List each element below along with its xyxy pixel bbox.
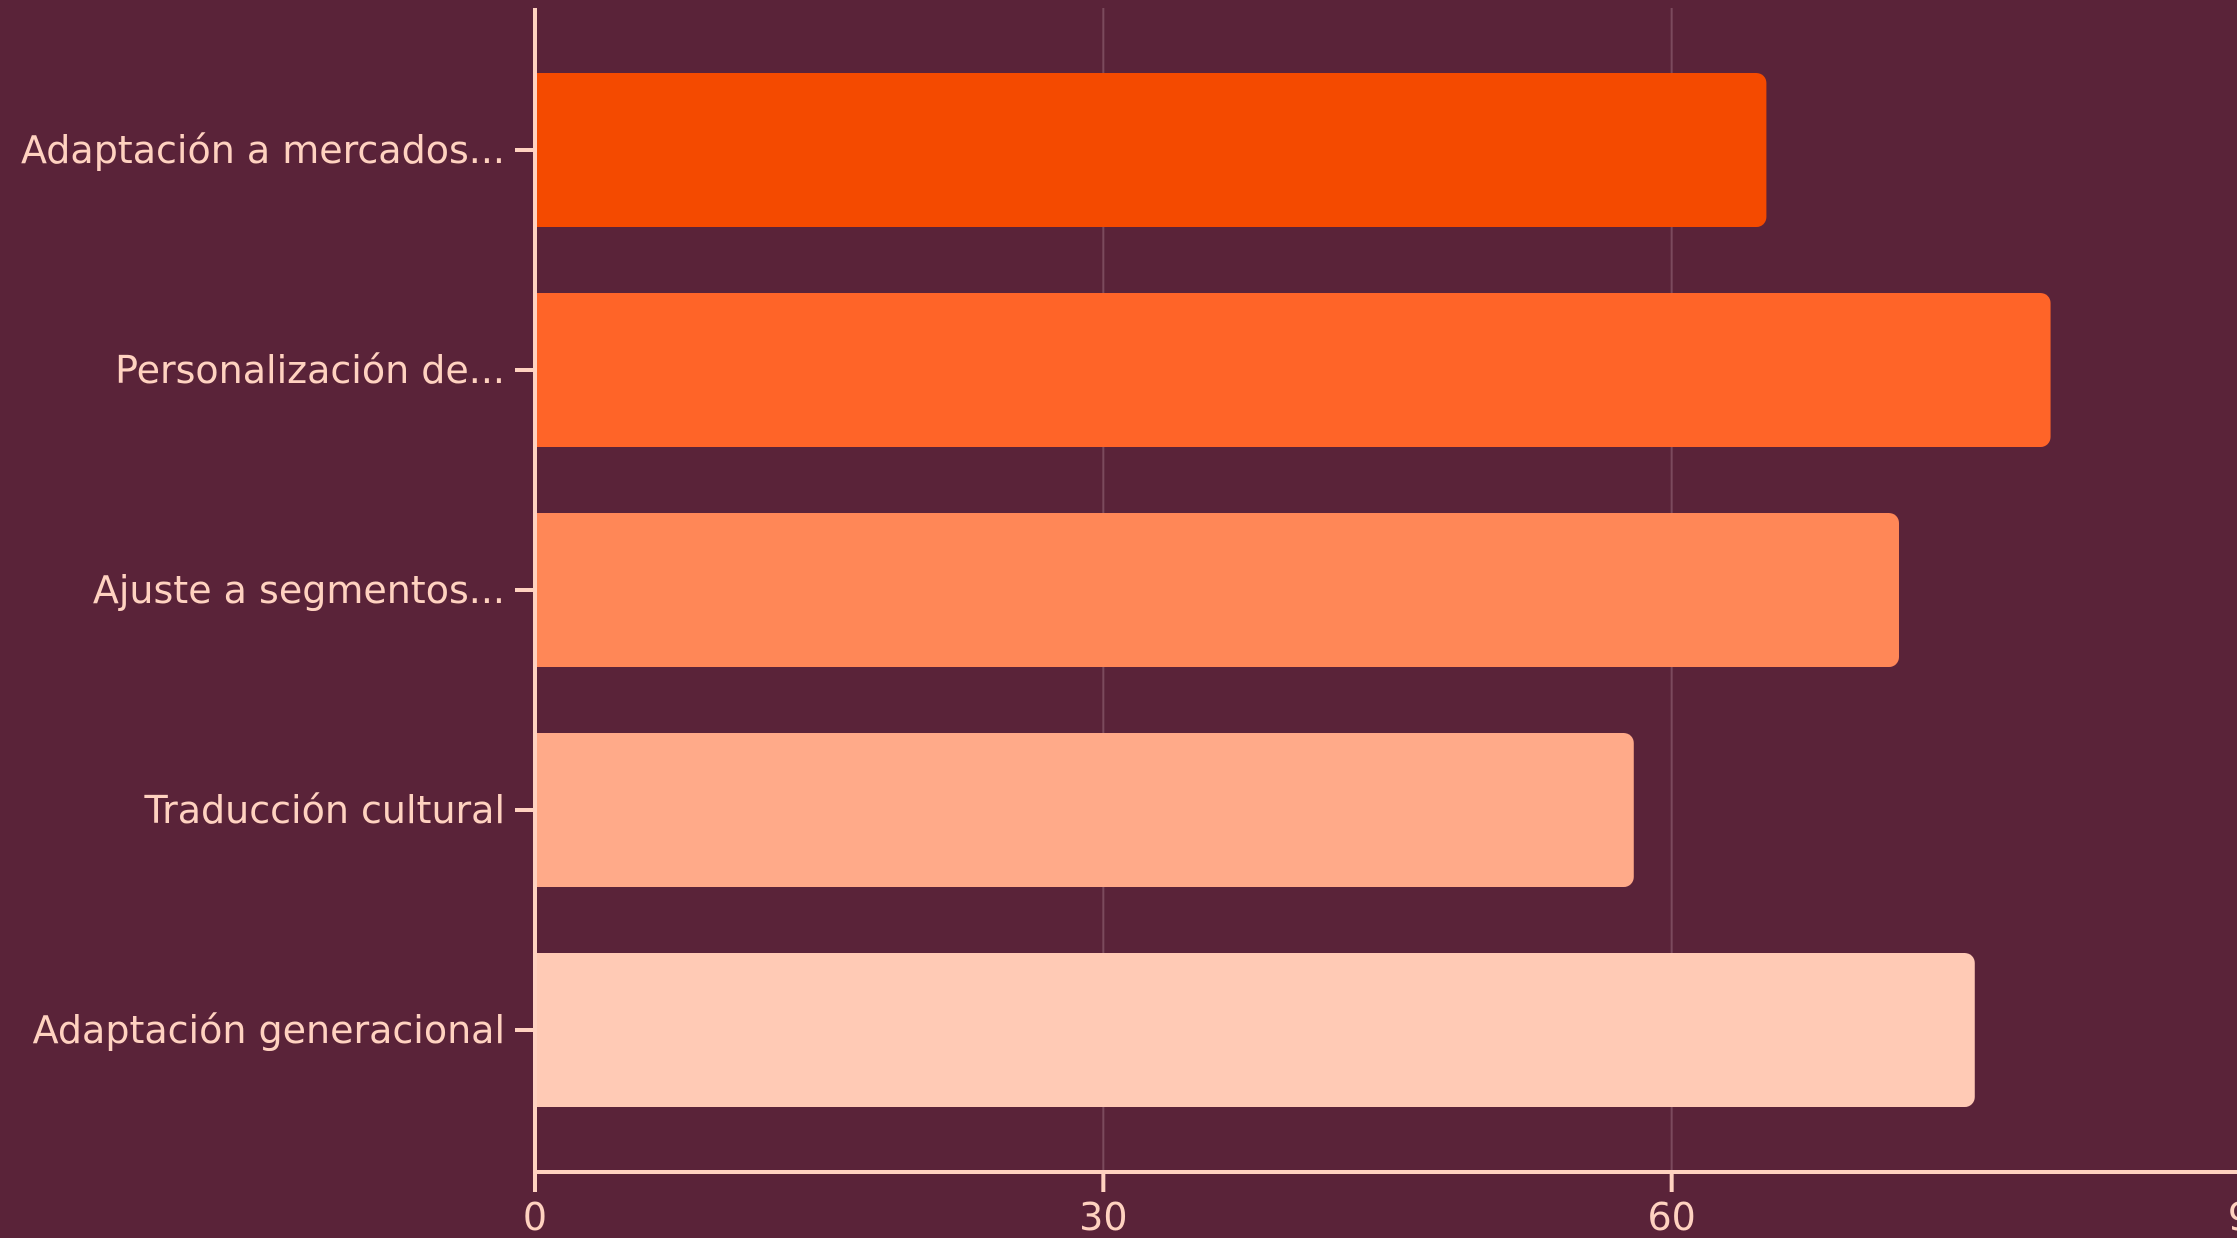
y-tick-label-4: Adaptación generacional (33, 1008, 505, 1052)
bar-3-edge (535, 733, 549, 887)
bar-3 (535, 733, 1634, 887)
bar-2 (535, 513, 1899, 667)
bars (535, 73, 2051, 1107)
bar-0 (535, 73, 1767, 227)
axes (515, 8, 2237, 1192)
bar-1 (535, 293, 2051, 447)
labels: Adaptación a mercados... Personalización … (21, 128, 2237, 1238)
y-tick-label-1: Personalización de... (115, 348, 505, 392)
bar-2-edge (535, 513, 549, 667)
bar-4 (535, 953, 1975, 1107)
y-tick-label-2: Ajuste a segmentos... (93, 568, 505, 612)
bar-1-edge (535, 293, 549, 447)
y-tick-label-3: Traducción cultural (144, 788, 505, 832)
bar-0-edge (535, 73, 549, 227)
y-tick-label-0: Adaptación a mercados... (21, 128, 505, 172)
x-tick-label-2: 60 (1647, 1195, 1695, 1234)
x-tick-label-0: 0 (523, 1195, 547, 1234)
x-tick-label-3: 9 (2228, 1195, 2237, 1234)
x-tick-label-1: 30 (1079, 1195, 1127, 1234)
bar-4-edge (535, 953, 549, 1107)
